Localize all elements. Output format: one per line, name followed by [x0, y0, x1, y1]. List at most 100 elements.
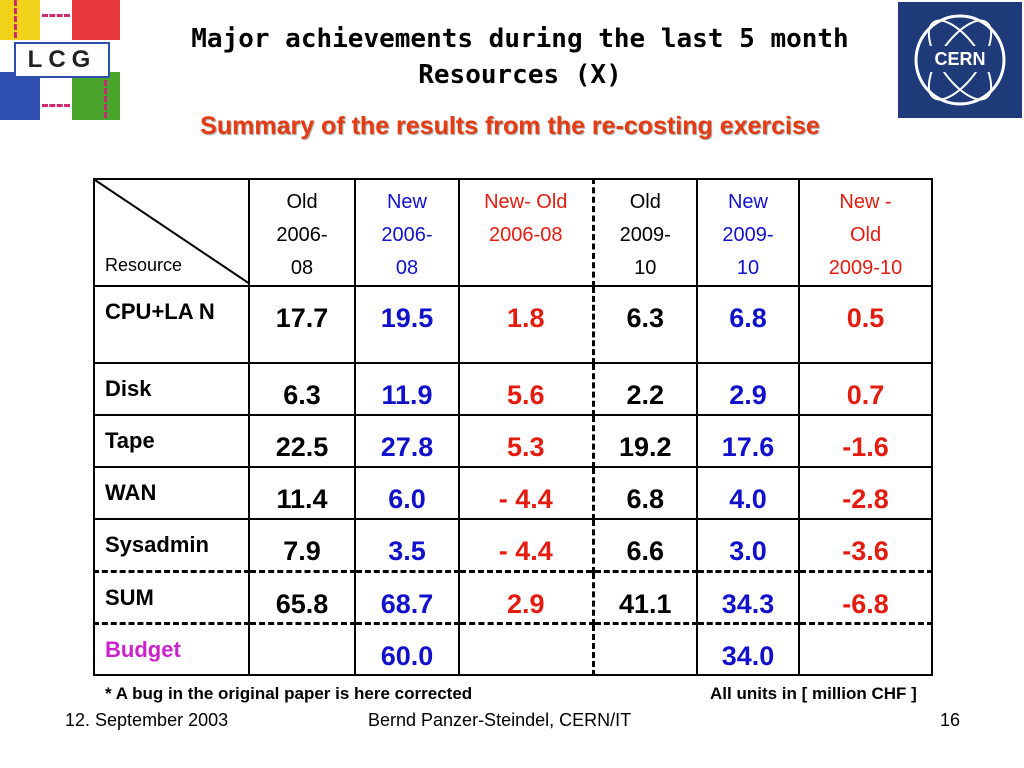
- footnote: * A bug in the original paper is here co…: [105, 684, 473, 703]
- value-cell: [798, 622, 933, 676]
- table-row: Tape 22.5 27.8 5.3 19.2 17.6 -1.6: [93, 414, 933, 468]
- table-row: Budget 60.0 34.0: [93, 622, 933, 676]
- logo-green-square: [72, 72, 120, 120]
- col-header: New 2006- 08: [354, 178, 460, 287]
- col-header-line: 08: [290, 257, 314, 279]
- value-cell: 3.0: [696, 518, 800, 572]
- table-row: WAN 11.4 6.0 - 4.4 6.8 4.0 -2.8: [93, 466, 933, 520]
- logo-dash: [42, 104, 70, 107]
- value-cell: [458, 622, 595, 676]
- value-cell: 17.6: [696, 414, 800, 468]
- col-header-line: 2006-: [276, 224, 328, 246]
- row-label: CPU+LA N: [93, 285, 250, 364]
- row-label: WAN: [93, 466, 250, 520]
- logo-dash: [14, 0, 17, 38]
- value-cell: 17.7: [248, 285, 356, 364]
- value-cell: 3.5: [354, 518, 460, 572]
- header-row: Resource Old 2006- 08 New 2006- 08 New- …: [93, 178, 933, 287]
- value-cell: 6.3: [592, 285, 698, 364]
- value-cell: 0.7: [798, 362, 933, 416]
- lcg-logo-text: LCG: [14, 42, 110, 78]
- col-header: Old 2006- 08: [248, 178, 356, 287]
- footer-date: 12. September 2003: [65, 710, 229, 730]
- col-header-line: New: [386, 191, 427, 213]
- value-cell: 2.9: [696, 362, 800, 416]
- col-header-line: 2006-08: [489, 224, 563, 246]
- value-cell: 2.9: [458, 569, 595, 625]
- value-cell: 60.0: [354, 622, 460, 676]
- col-header: Old 2009- 10: [592, 178, 698, 287]
- col-header-line: Old: [849, 224, 882, 246]
- col-header-line: 2009-: [619, 224, 671, 246]
- page-number: 16: [940, 710, 961, 730]
- slide-title-line1: Major achievements during the last 5 mon…: [191, 24, 849, 54]
- value-cell: 0.5: [798, 285, 933, 364]
- value-cell: 65.8: [248, 569, 356, 625]
- col-header-line: 2006-: [381, 224, 433, 246]
- value-cell: - 4.4: [458, 518, 595, 572]
- value-cell: 6.3: [248, 362, 356, 416]
- value-cell: -6.8: [798, 569, 933, 625]
- slide-subtitle: Summary of the results from the re-costi…: [200, 112, 820, 140]
- corner-cell: Resource: [93, 178, 250, 287]
- row-label: Budget: [93, 622, 250, 676]
- row-label: SUM: [93, 569, 250, 625]
- table-row: Disk 6.3 11.9 5.6 2.2 2.9 0.7: [93, 362, 933, 416]
- value-cell: 34.0: [696, 622, 800, 676]
- value-cell: 6.8: [592, 466, 698, 520]
- logo-blue-square: [0, 72, 40, 120]
- value-cell: - 4.4: [458, 466, 595, 520]
- cern-logo-text: CERN: [934, 49, 986, 69]
- col-header: New - Old 2009-10: [798, 178, 933, 287]
- value-cell: -2.8: [798, 466, 933, 520]
- value-cell: -3.6: [798, 518, 933, 572]
- col-header-line: 2009-10: [828, 257, 903, 279]
- col-header-line: 2009-: [722, 224, 774, 246]
- value-cell: 4.0: [696, 466, 800, 520]
- col-header-line: 10: [634, 257, 657, 279]
- col-header-line: New -: [839, 191, 892, 213]
- logo-dash: [104, 80, 107, 118]
- col-header-line: Old: [286, 191, 318, 213]
- value-cell: [592, 622, 698, 676]
- cern-logo: CERN: [898, 2, 1022, 118]
- value-cell: 5.6: [458, 362, 595, 416]
- table-row: CPU+LA N 17.7 19.5 1.8 6.3 6.8 0.5: [93, 285, 933, 364]
- costs-table: Resource Old 2006- 08 New 2006- 08 New- …: [93, 178, 933, 676]
- value-cell: 6.6: [592, 518, 698, 572]
- col-header-line: 08: [395, 257, 419, 279]
- row-label: Tape: [93, 414, 250, 468]
- logo-dash: [42, 14, 70, 17]
- value-cell: 19.2: [592, 414, 698, 468]
- col-header-line: New: [727, 191, 768, 213]
- value-cell: 22.5: [248, 414, 356, 468]
- lcg-logo: LCG: [0, 0, 120, 120]
- value-cell: 2.2: [592, 362, 698, 416]
- slide-title-line2: Resources (X): [418, 60, 622, 90]
- col-header-line: Old: [629, 191, 661, 213]
- table-row: Sysadmin 7.9 3.5 - 4.4 6.6 3.0 -3.6: [93, 518, 933, 572]
- value-cell: 7.9: [248, 518, 356, 572]
- row-label: Sysadmin: [93, 518, 250, 572]
- row-label: Disk: [93, 362, 250, 416]
- value-cell: 11.9: [354, 362, 460, 416]
- value-cell: 41.1: [592, 569, 698, 625]
- logo-red-square: [72, 0, 120, 40]
- units-note: All units in [ million CHF ]: [710, 684, 917, 703]
- table-row: SUM 65.8 68.7 2.9 41.1 34.3 -6.8: [93, 569, 933, 625]
- value-cell: 68.7: [354, 569, 460, 625]
- value-cell: 27.8: [354, 414, 460, 468]
- value-cell: 11.4: [248, 466, 356, 520]
- value-cell: 5.3: [458, 414, 595, 468]
- footer-author: Bernd Panzer-Steindel, CERN/IT: [368, 710, 632, 730]
- corner-label: Resource: [105, 255, 183, 275]
- value-cell: [248, 622, 356, 676]
- col-header-line: 10: [736, 257, 760, 279]
- col-header: New 2009- 10: [696, 178, 800, 287]
- value-cell: 19.5: [354, 285, 460, 364]
- value-cell: 34.3: [696, 569, 800, 625]
- value-cell: -1.6: [798, 414, 933, 468]
- col-header: New- Old 2006-08: [458, 178, 595, 287]
- value-cell: 6.8: [696, 285, 800, 364]
- logo-yellow-square: [0, 0, 40, 40]
